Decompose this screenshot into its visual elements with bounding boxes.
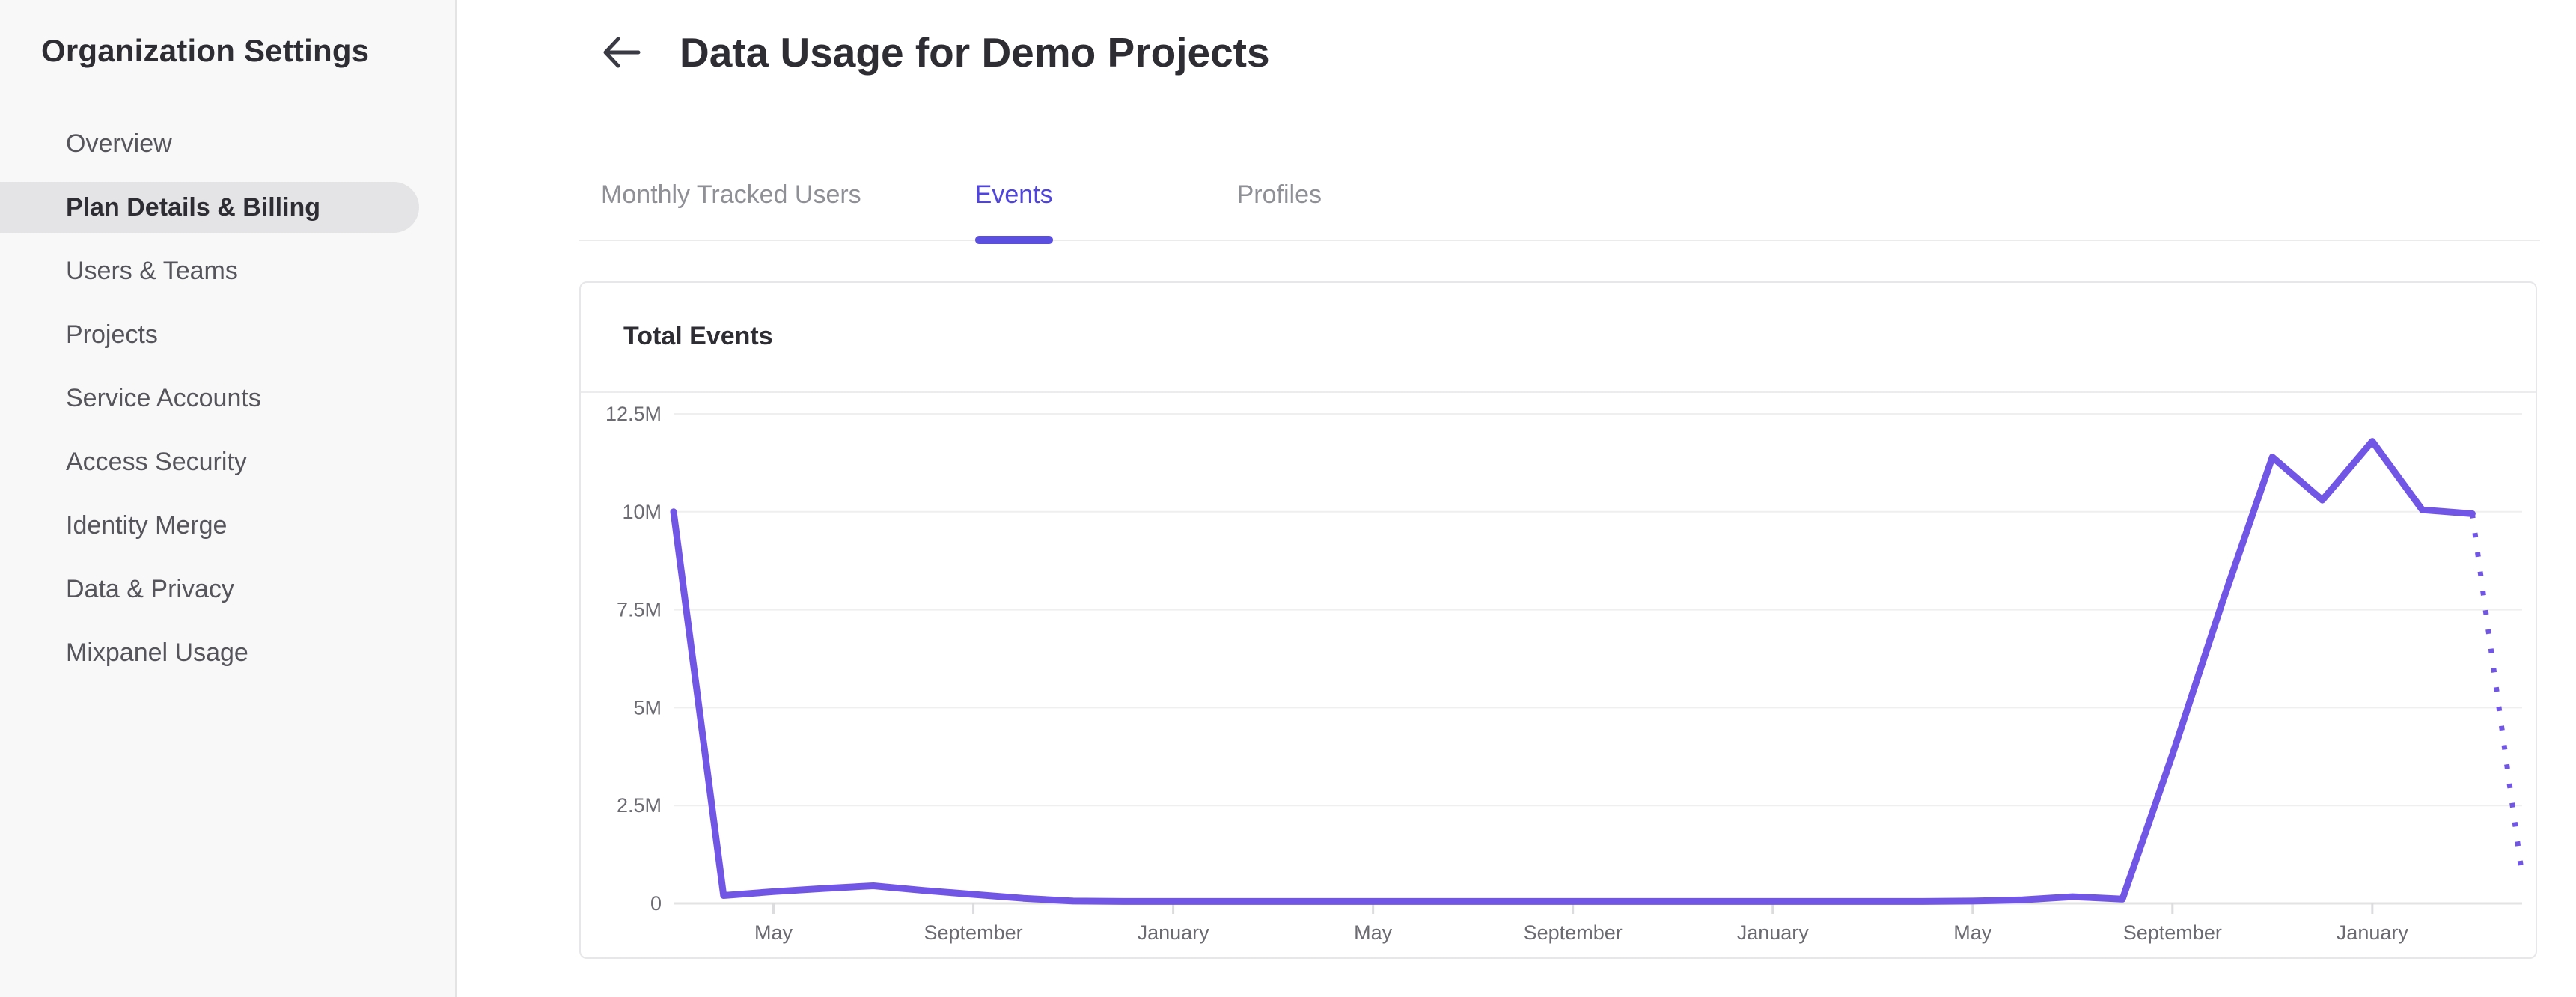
y-axis-label: 12.5M — [605, 403, 662, 425]
sidebar-item-access-security[interactable]: Access Security — [0, 436, 457, 487]
sidebar-item-identity-merge[interactable]: Identity Merge — [0, 500, 457, 551]
sidebar-item-plan-details-billing[interactable]: Plan Details & Billing — [0, 182, 457, 233]
card-title: Total Events — [623, 322, 773, 350]
sidebar-item-data-privacy[interactable]: Data & Privacy — [0, 564, 457, 615]
events-line-chart: 12.5M 10M 7.5M 5M 2.5M 0 May September January Ma… — [581, 393, 2536, 957]
sidebar-item-overview[interactable]: Overview — [0, 118, 457, 169]
sidebar-item-service-accounts[interactable]: Service Accounts — [0, 373, 457, 424]
x-axis-label: September — [2123, 921, 2222, 944]
x-axis-label: September — [1524, 921, 1623, 944]
sidebar-item-users-teams[interactable]: Users & Teams — [0, 246, 457, 296]
x-axis-label: May — [1953, 921, 1992, 944]
sidebar-item-label: Plan Details & Billing — [66, 192, 321, 222]
chart-line-dotted — [2469, 513, 2525, 876]
x-axis-label: January — [1138, 921, 1210, 944]
sidebar-item-label: Data & Privacy — [66, 574, 234, 603]
chart-line-solid — [670, 438, 2476, 905]
y-axis-label: 7.5M — [617, 599, 662, 621]
sidebar-item-label: Overview — [66, 129, 172, 158]
x-axis-label: January — [1737, 921, 1810, 944]
sidebar-item-label: Service Accounts — [66, 383, 261, 412]
y-axis-label: 0 — [650, 892, 662, 915]
sidebar-item-mixpanel-usage[interactable]: Mixpanel Usage — [0, 627, 457, 678]
sidebar-nav: Overview Plan Details & Billing Users & Te… — [0, 118, 457, 691]
y-axis-label: 10M — [622, 501, 662, 523]
selected-item-pill — [0, 182, 419, 233]
tab-label: Profiles — [1236, 180, 1322, 209]
tab-events[interactable]: Events — [974, 150, 1053, 244]
back-button[interactable] — [595, 30, 647, 75]
tab-profiles[interactable]: Profiles — [1237, 150, 1322, 240]
sidebar-item-label: Mixpanel Usage — [66, 638, 248, 667]
sidebar-item-label: Projects — [66, 320, 158, 349]
tab-monthly-tracked-users[interactable]: Monthly Tracked Users — [601, 150, 861, 240]
arrow-left-icon — [603, 37, 641, 68]
x-axis-label: May — [1354, 921, 1393, 944]
page-title: Data Usage for Demo Projects — [680, 29, 1270, 76]
tab-label: Events — [974, 180, 1053, 209]
card-header: Total Events — [581, 283, 2536, 393]
y-axis-label: 2.5M — [617, 794, 662, 817]
sidebar-title: Organization Settings — [41, 33, 370, 68]
sidebar-item-projects[interactable]: Projects — [0, 309, 457, 360]
sidebar-item-label: Identity Merge — [66, 510, 228, 540]
sidebar-item-label: Access Security — [66, 447, 247, 476]
y-axis-label: 5M — [633, 696, 662, 719]
x-axis-label: May — [754, 921, 793, 944]
total-events-card: Total Events 12.5M 10M 7.5M 5M 2.5M 0 May Septe… — [579, 281, 2537, 959]
settings-sidebar: Organization Settings Overview Plan Detai… — [0, 0, 457, 997]
tab-label: Monthly Tracked Users — [601, 180, 861, 209]
x-axis-label: September — [924, 921, 1023, 944]
usage-tabs: Monthly Tracked Users Events Profiles — [579, 150, 2540, 244]
tab-active-indicator — [974, 236, 1053, 244]
events-chart-svg: 12.5M 10M 7.5M 5M 2.5M 0 May September January Ma… — [605, 403, 2525, 944]
sidebar-item-label: Users & Teams — [66, 256, 238, 285]
x-axis-label: January — [2337, 921, 2409, 944]
